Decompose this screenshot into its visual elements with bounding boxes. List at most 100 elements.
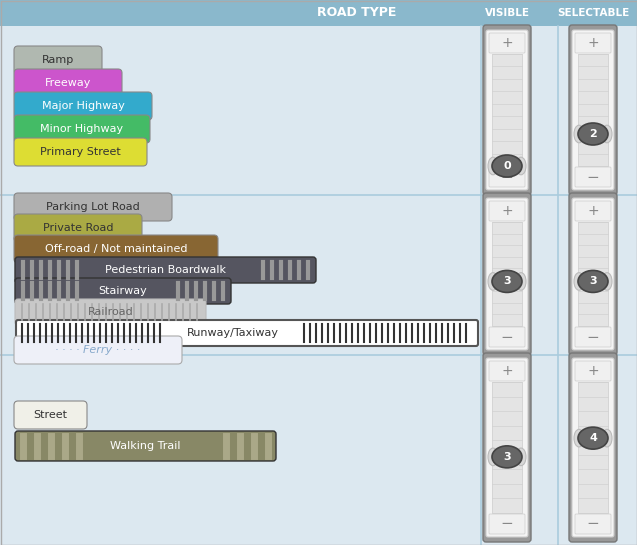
- Ellipse shape: [602, 125, 612, 143]
- FancyBboxPatch shape: [15, 278, 231, 304]
- FancyBboxPatch shape: [14, 336, 182, 364]
- Text: Private Road: Private Road: [43, 223, 113, 233]
- Ellipse shape: [574, 272, 584, 290]
- FancyBboxPatch shape: [486, 198, 528, 350]
- FancyBboxPatch shape: [569, 193, 617, 355]
- Text: SELECTABLE: SELECTABLE: [557, 8, 629, 18]
- Text: · · · · Ferry · · · ·: · · · · Ferry · · · ·: [55, 345, 141, 355]
- Text: ROAD TYPE: ROAD TYPE: [317, 7, 396, 20]
- FancyBboxPatch shape: [569, 25, 617, 195]
- Text: Pedestrian Boardwalk: Pedestrian Boardwalk: [105, 265, 226, 275]
- FancyBboxPatch shape: [486, 30, 528, 190]
- Text: −: −: [587, 517, 599, 531]
- FancyBboxPatch shape: [14, 214, 142, 242]
- Ellipse shape: [492, 270, 522, 293]
- Text: +: +: [587, 204, 599, 218]
- FancyBboxPatch shape: [492, 222, 522, 326]
- Text: −: −: [501, 169, 513, 185]
- Text: +: +: [587, 364, 599, 378]
- Ellipse shape: [492, 446, 522, 468]
- FancyBboxPatch shape: [14, 92, 152, 120]
- Ellipse shape: [488, 272, 498, 290]
- FancyBboxPatch shape: [15, 299, 206, 325]
- Text: Railroad: Railroad: [88, 307, 133, 317]
- FancyBboxPatch shape: [14, 115, 150, 143]
- FancyBboxPatch shape: [575, 327, 611, 347]
- FancyBboxPatch shape: [575, 361, 611, 381]
- FancyBboxPatch shape: [572, 30, 614, 190]
- Ellipse shape: [516, 272, 526, 290]
- FancyBboxPatch shape: [14, 193, 172, 221]
- FancyBboxPatch shape: [15, 257, 316, 283]
- Text: Freeway: Freeway: [45, 78, 91, 88]
- Ellipse shape: [492, 155, 522, 177]
- FancyBboxPatch shape: [569, 353, 617, 542]
- FancyBboxPatch shape: [489, 361, 525, 381]
- FancyBboxPatch shape: [575, 201, 611, 221]
- FancyBboxPatch shape: [578, 222, 608, 326]
- FancyBboxPatch shape: [483, 353, 531, 542]
- FancyBboxPatch shape: [572, 198, 614, 350]
- Ellipse shape: [574, 429, 584, 447]
- FancyBboxPatch shape: [15, 431, 276, 461]
- Text: 3: 3: [503, 452, 511, 462]
- FancyBboxPatch shape: [14, 235, 218, 263]
- Text: Walking Trail: Walking Trail: [110, 441, 181, 451]
- Text: 3: 3: [503, 276, 511, 287]
- Text: Parking Lot Road: Parking Lot Road: [46, 202, 140, 212]
- FancyBboxPatch shape: [14, 46, 102, 74]
- Text: Stairway: Stairway: [99, 286, 147, 296]
- Text: −: −: [501, 330, 513, 344]
- Ellipse shape: [488, 157, 498, 175]
- Text: +: +: [501, 36, 513, 50]
- Text: 2: 2: [589, 129, 597, 139]
- Text: −: −: [587, 169, 599, 185]
- FancyBboxPatch shape: [486, 358, 528, 537]
- Text: 3: 3: [589, 276, 597, 287]
- Ellipse shape: [578, 427, 608, 449]
- Text: +: +: [501, 364, 513, 378]
- FancyBboxPatch shape: [483, 25, 531, 195]
- Ellipse shape: [602, 272, 612, 290]
- Ellipse shape: [516, 448, 526, 465]
- Ellipse shape: [578, 270, 608, 293]
- Ellipse shape: [602, 429, 612, 447]
- FancyBboxPatch shape: [575, 167, 611, 187]
- Text: VISIBLE: VISIBLE: [485, 8, 529, 18]
- FancyBboxPatch shape: [14, 138, 147, 166]
- FancyBboxPatch shape: [578, 54, 608, 166]
- FancyBboxPatch shape: [14, 69, 122, 97]
- Ellipse shape: [578, 123, 608, 145]
- FancyBboxPatch shape: [575, 33, 611, 53]
- Text: −: −: [587, 330, 599, 344]
- Text: Runway/Taxiway: Runway/Taxiway: [187, 328, 279, 338]
- FancyBboxPatch shape: [489, 514, 525, 534]
- Text: −: −: [501, 517, 513, 531]
- FancyBboxPatch shape: [492, 54, 522, 166]
- Text: 0: 0: [503, 161, 511, 171]
- Text: Ramp: Ramp: [42, 55, 74, 65]
- FancyBboxPatch shape: [0, 0, 637, 26]
- FancyBboxPatch shape: [16, 320, 478, 346]
- FancyBboxPatch shape: [489, 33, 525, 53]
- Ellipse shape: [488, 448, 498, 465]
- FancyBboxPatch shape: [489, 167, 525, 187]
- Text: 4: 4: [589, 433, 597, 443]
- FancyBboxPatch shape: [572, 358, 614, 537]
- FancyBboxPatch shape: [14, 401, 87, 429]
- FancyBboxPatch shape: [489, 201, 525, 221]
- Text: +: +: [587, 36, 599, 50]
- FancyBboxPatch shape: [578, 382, 608, 513]
- Text: Minor Highway: Minor Highway: [40, 124, 124, 134]
- FancyBboxPatch shape: [489, 327, 525, 347]
- Ellipse shape: [574, 125, 584, 143]
- Text: Major Highway: Major Highway: [41, 101, 124, 111]
- Ellipse shape: [516, 157, 526, 175]
- FancyBboxPatch shape: [575, 514, 611, 534]
- FancyBboxPatch shape: [483, 193, 531, 355]
- Text: Primary Street: Primary Street: [40, 147, 121, 157]
- Text: Off-road / Not maintained: Off-road / Not maintained: [45, 244, 187, 254]
- FancyBboxPatch shape: [492, 382, 522, 513]
- Text: Street: Street: [34, 410, 68, 420]
- Text: +: +: [501, 204, 513, 218]
